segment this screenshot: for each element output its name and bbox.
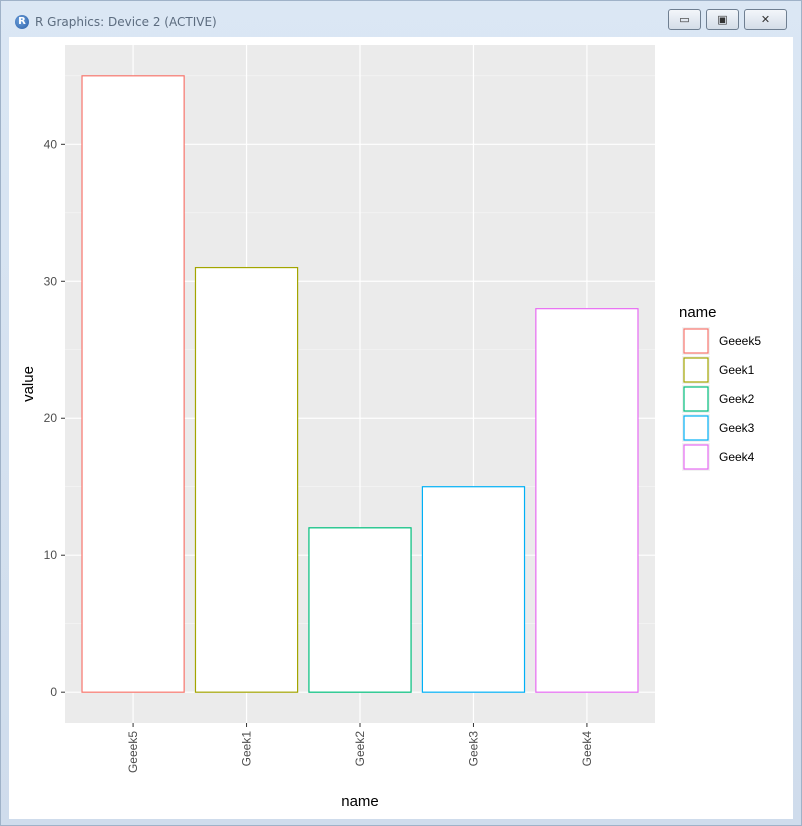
legend-title: name bbox=[679, 304, 717, 321]
legend-key bbox=[683, 328, 709, 354]
legend-key bbox=[683, 415, 709, 441]
graphics-device-canvas: 0 10 20 30 40 Geeek5 Geek1 Geek2 Geek3 Geek4 nam… bbox=[9, 37, 793, 819]
y-tick-label: 20 bbox=[44, 411, 58, 425]
bars bbox=[81, 75, 639, 693]
y-axis: 0 10 20 30 40 bbox=[44, 137, 65, 699]
y-tick-label: 40 bbox=[44, 137, 58, 151]
legend-key bbox=[683, 357, 709, 383]
x-tick-label: Geek4 bbox=[580, 731, 594, 767]
legend-key bbox=[683, 386, 709, 412]
x-axis: Geeek5 Geek1 Geek2 Geek3 Geek4 bbox=[126, 723, 594, 773]
x-tick-label: Geeek5 bbox=[126, 731, 140, 773]
y-tick-label: 10 bbox=[44, 548, 58, 562]
x-tick-label: Geek2 bbox=[353, 731, 367, 767]
bar-geeek5 bbox=[81, 75, 185, 693]
legend-label: Geek2 bbox=[719, 392, 755, 406]
legend: name Geeek5 Geek1 Geek2 Geek3 Geek4 bbox=[679, 304, 761, 471]
bar-geek4 bbox=[535, 308, 639, 693]
bar-chart: 0 10 20 30 40 Geeek5 Geek1 Geek2 Geek3 Geek4 nam… bbox=[20, 45, 761, 810]
close-button[interactable]: ✕ bbox=[744, 9, 787, 30]
y-tick-label: 0 bbox=[50, 685, 57, 699]
x-axis-title: name bbox=[341, 793, 379, 810]
title-bar[interactable]: R R Graphics: Device 2 (ACTIVE) ▭ ▣ ✕ bbox=[1, 1, 801, 37]
x-tick-label: Geek3 bbox=[466, 731, 480, 767]
y-axis-title: value bbox=[20, 366, 37, 402]
legend-label: Geek3 bbox=[719, 421, 755, 435]
y-tick-label: 30 bbox=[44, 274, 58, 288]
legend-label: Geeek5 bbox=[719, 334, 761, 348]
legend-key bbox=[683, 444, 709, 470]
bar-geek3 bbox=[421, 486, 526, 693]
bar-geek2 bbox=[308, 527, 412, 693]
window-title: R Graphics: Device 2 (ACTIVE) bbox=[35, 15, 217, 29]
minimize-button[interactable]: ▭ bbox=[668, 9, 701, 30]
legend-label: Geek4 bbox=[719, 450, 755, 464]
bar-geek1 bbox=[194, 266, 299, 693]
legend-label: Geek1 bbox=[719, 363, 755, 377]
r-logo-icon: R bbox=[15, 15, 29, 29]
x-tick-label: Geek1 bbox=[240, 731, 254, 767]
maximize-button[interactable]: ▣ bbox=[706, 9, 739, 30]
